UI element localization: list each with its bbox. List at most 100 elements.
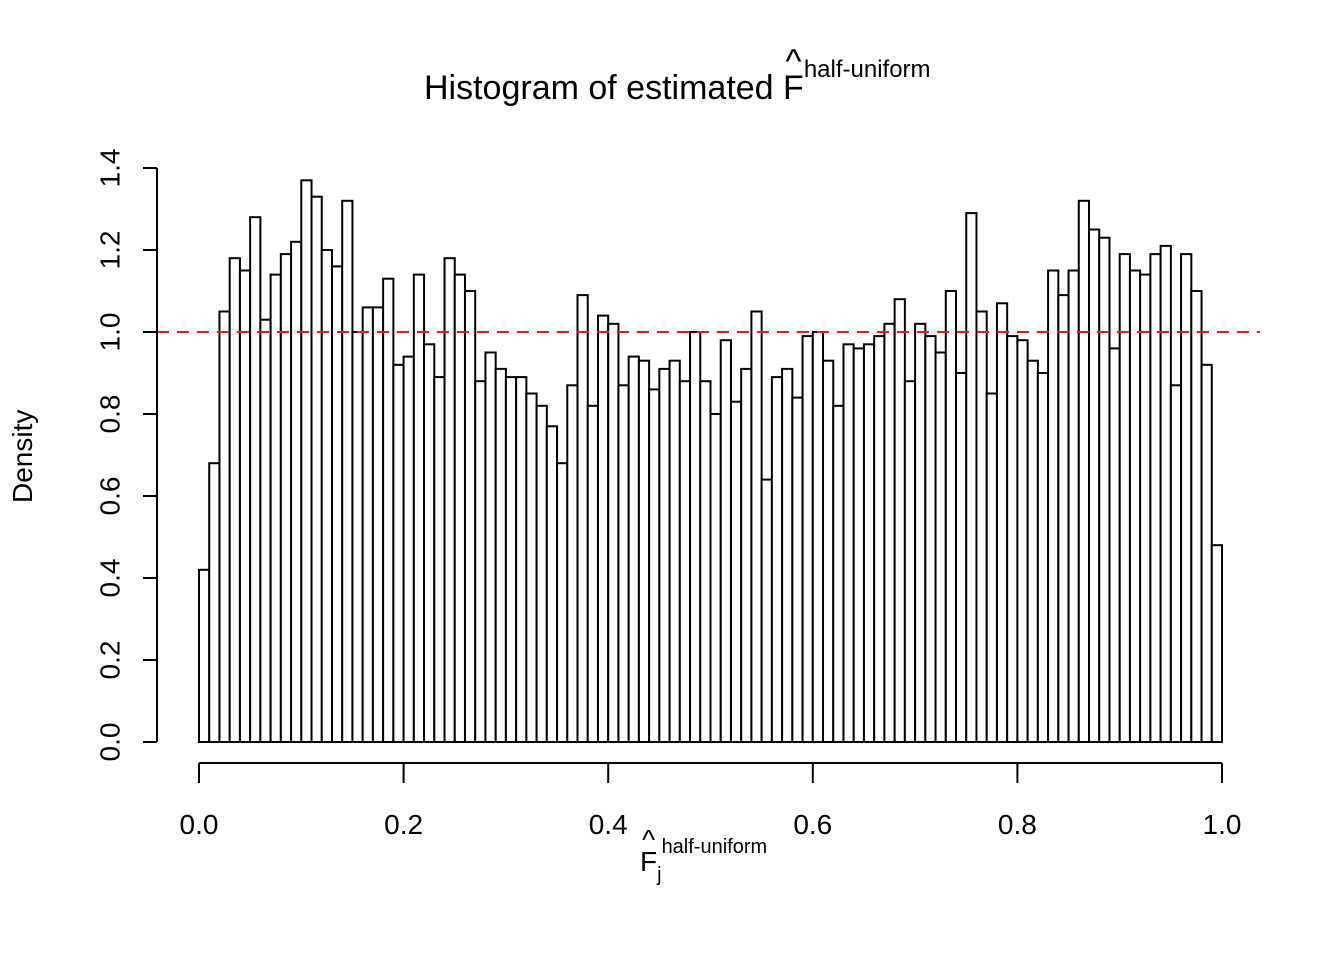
histogram-bar: [985, 392, 998, 743]
histogram-bar: [556, 462, 569, 743]
xlabel-subscript: j: [657, 864, 662, 886]
histogram-bar: [453, 273, 466, 743]
histogram-bar: [484, 351, 497, 743]
histogram-bar: [1118, 253, 1131, 743]
y-tick-label: 0.4: [94, 559, 125, 598]
histogram-bar: [249, 216, 262, 743]
xlabel-hat: ^: [641, 824, 656, 855]
histogram-bar: [1098, 236, 1111, 743]
histogram-bar: [300, 179, 313, 744]
histogram-bar: [668, 359, 681, 743]
histogram-bar: [781, 367, 794, 743]
y-tick-label: 0.8: [94, 395, 125, 434]
histogram-bar: [1169, 384, 1183, 743]
histogram-bar: [515, 376, 528, 743]
histogram-bar: [402, 355, 415, 743]
histogram-bar: [1190, 290, 1203, 743]
histogram-bar: [1159, 244, 1172, 743]
histogram-bar: [965, 212, 978, 744]
histogram-bar: [208, 462, 221, 743]
histogram-bar: [198, 568, 211, 743]
histogram-bar: [607, 322, 620, 743]
histogram-bar: [750, 310, 763, 743]
histogram-bar: [883, 322, 896, 743]
histogram-bar: [1036, 372, 1050, 743]
title-superscript: half-uniform: [803, 56, 931, 83]
histogram-bar: [423, 343, 436, 743]
histogram-bar: [791, 396, 804, 743]
histogram-bar: [903, 380, 917, 743]
histogram-bar: [842, 343, 855, 743]
xlabel-symbol-letter: F: [640, 846, 658, 877]
histogram-bar: [443, 257, 456, 743]
histogram-bar: [678, 380, 692, 743]
histogram-bar: [852, 347, 865, 743]
histogram-bar: [801, 335, 814, 743]
histogram-bar: [811, 331, 825, 743]
x-tick-label: 0.2: [384, 809, 423, 840]
histogram-bar: [545, 425, 559, 743]
chart-title-area: Histogram of estimated ^ Fhalf-uniform: [0, 0, 1344, 130]
histogram-bar: [535, 404, 548, 743]
histogram-bar: [1139, 273, 1152, 743]
histogram-bar: [269, 273, 282, 743]
histogram-bar: [1210, 544, 1224, 744]
histogram-bar: [1128, 269, 1142, 743]
histogram-bar: [832, 404, 845, 743]
x-tick-label: 0.4: [589, 809, 628, 840]
histogram-bar: [689, 331, 702, 743]
histogram-bar: [494, 367, 507, 743]
histogram-bar: [914, 322, 927, 743]
histogram-bar: [944, 290, 958, 743]
histogram-bar: [893, 298, 906, 743]
histogram-bar: [975, 310, 988, 743]
histogram-bar: [566, 384, 579, 743]
histogram-bar: [924, 335, 937, 743]
histogram-bar: [658, 367, 671, 743]
histogram-bar: [760, 478, 773, 743]
histogram-bar: [873, 335, 886, 743]
x-tick-label: 0.0: [180, 809, 219, 840]
histogram-bar: [218, 310, 231, 743]
histogram-bar: [259, 318, 272, 743]
histogram-bar: [504, 376, 518, 743]
histogram-bar: [525, 392, 538, 743]
x-tick-label: 0.6: [793, 809, 832, 840]
histogram-bar: [392, 363, 405, 743]
chart-title-text: Histogram of estimated: [424, 69, 784, 107]
histogram-bar: [341, 199, 354, 744]
histogram-bar: [1077, 199, 1091, 744]
histogram-bar: [770, 376, 784, 743]
histogram-bar: [1180, 253, 1193, 743]
histogram-bar: [1006, 335, 1019, 743]
histogram-bar: [351, 331, 364, 743]
title-hat: ^: [785, 43, 802, 81]
title-symbol-letter: F: [783, 69, 804, 107]
histogram-bar: [290, 240, 303, 744]
histogram-bar: [995, 302, 1009, 743]
histogram-bar: [1108, 347, 1121, 743]
histogram-bar: [729, 400, 743, 743]
histogram-bar: [463, 290, 477, 743]
histogram-bar: [310, 195, 323, 743]
histogram-bar: [576, 294, 589, 743]
histogram-bar: [320, 249, 333, 743]
histogram-bar: [1067, 269, 1080, 743]
histogram-bar: [228, 257, 241, 743]
xlabel-superscript: half-uniform: [661, 836, 768, 858]
histogram-bar: [627, 355, 640, 743]
histogram-bar: [586, 404, 599, 743]
histogram-bar: [699, 380, 712, 743]
y-tick-label: 0.6: [94, 477, 125, 516]
histogram-bar: [822, 359, 835, 743]
y-tick-label: 1.2: [94, 231, 125, 270]
histogram-bar: [934, 351, 947, 743]
histogram-bar: [238, 269, 252, 743]
histogram-bar: [330, 265, 344, 743]
histogram-bar: [371, 306, 385, 743]
histogram-bar: [1026, 359, 1039, 743]
x-axis: 0.0 0.2 0.4 0.6 0.8 1.0: [180, 762, 1241, 840]
y-axis: 0.0 0.2 0.4 0.6 0.8 1.0 1.2 1.4: [94, 149, 158, 761]
histogram-bar: [637, 359, 651, 743]
